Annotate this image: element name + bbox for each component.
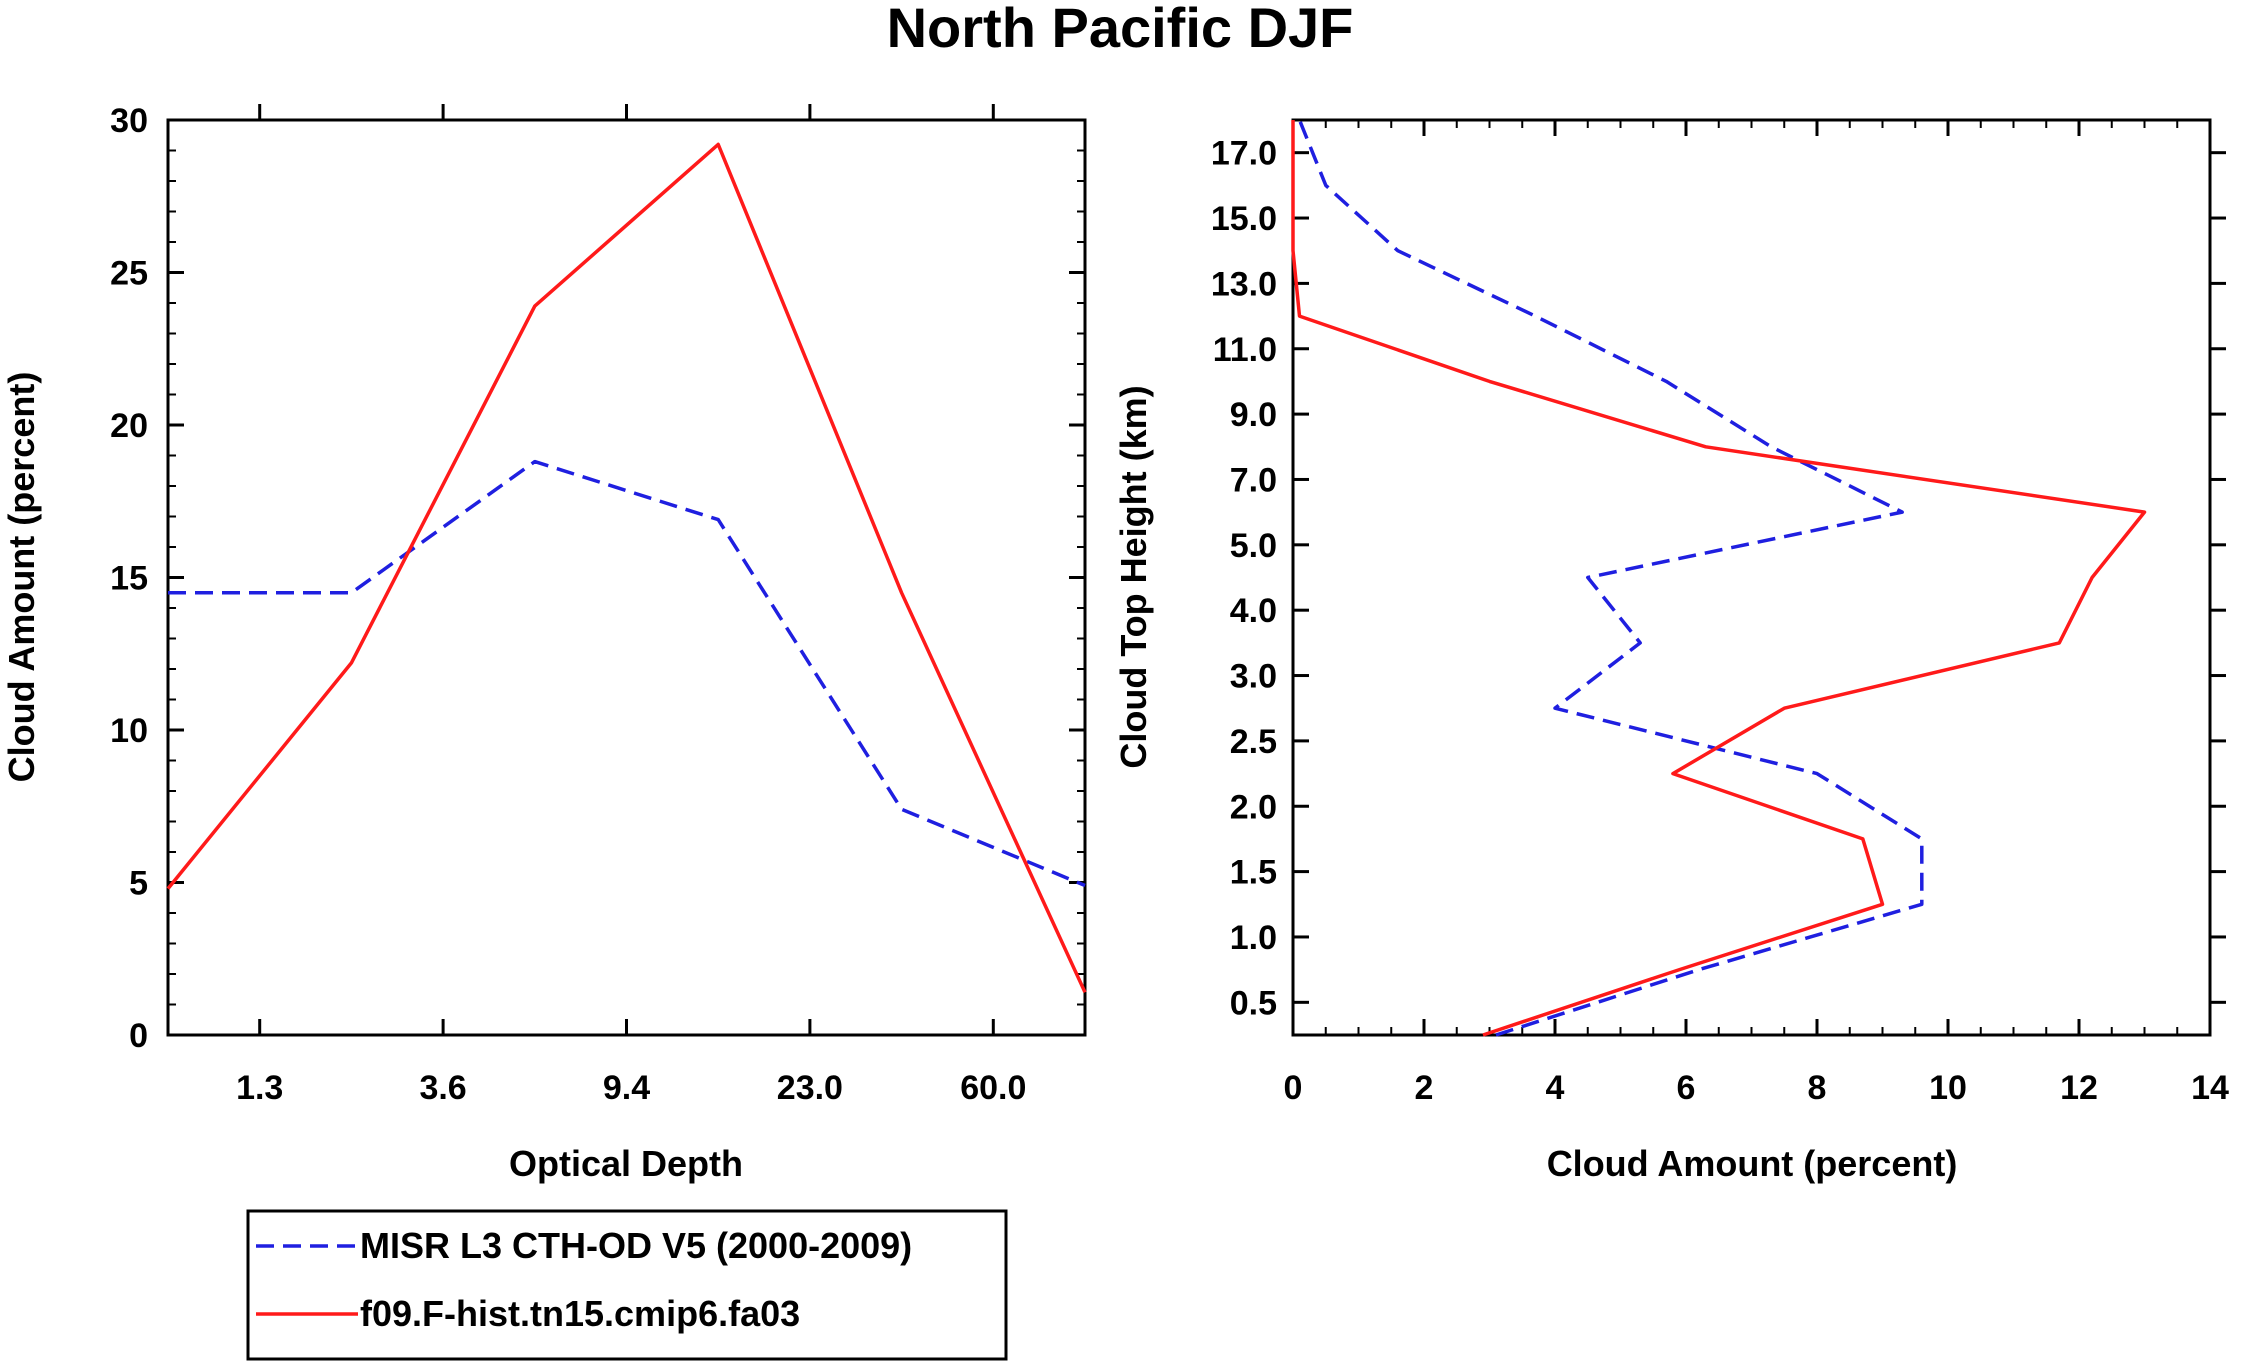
left-y-tick-label: 15 [110, 560, 148, 598]
right-y-tick-label: 17.0 [1211, 135, 1277, 173]
left-y-tick-label: 10 [110, 712, 148, 750]
left-x-tick-label: 3.6 [419, 1069, 466, 1107]
right-series [1291, 119, 2147, 1037]
left-x-axis-label: Optical Depth [509, 1143, 743, 1184]
left-y-tick-label: 25 [110, 255, 148, 293]
left-series [166, 142, 1087, 994]
legend-box [246, 1209, 1008, 1361]
left-y-tick-label: 20 [110, 407, 148, 445]
right-y-tick-label: 5.0 [1230, 527, 1277, 565]
right-plot-frame [1291, 118, 2212, 1037]
model-series-line [166, 142, 1087, 994]
legend-model-label: f09.F-hist.tn15.cmip6.fa03 [360, 1293, 800, 1334]
left-plot-frame [166, 118, 1087, 1037]
right-ticks: 0 2 4 6 8 10 12 14 0.5 1.0 1.5 2.0 2.5 3.0 4.0 5.0 7.0 9.… [1211, 120, 2229, 1107]
right-y-tick-label: 2.0 [1230, 788, 1277, 826]
right-x-tick-label: 10 [1929, 1069, 1967, 1107]
left-x-tick-label: 1.3 [236, 1069, 283, 1107]
left-y-tick-label: 30 [110, 102, 148, 140]
right-y-tick-label: 1.5 [1230, 854, 1277, 892]
right-y-tick-label: 0.5 [1230, 984, 1277, 1022]
right-y-tick-label: 7.0 [1230, 461, 1277, 499]
left-x-tick-label: 9.4 [603, 1069, 650, 1107]
right-y-tick-label: 4.0 [1230, 592, 1277, 630]
right-x-tick-label: 8 [1808, 1069, 1827, 1107]
left-y-tick-label: 0 [129, 1017, 148, 1055]
misr-profile-line [1297, 119, 1924, 1037]
left-y-axis-label: Cloud Amount (percent) [1, 372, 42, 783]
left-ticks: 0 5 10 15 20 25 30 1.3 3.6 9.4 23.0 60.0 [110, 102, 1085, 1107]
left-x-tick-label: 60.0 [960, 1069, 1026, 1107]
right-x-tick-label: 2 [1415, 1069, 1434, 1107]
legend-misr-label: MISR L3 CTH-OD V5 (2000-2009) [360, 1225, 912, 1266]
optical-depth-chart: 0 5 10 15 20 25 30 1.3 3.6 9.4 23.0 60.0 Optical De… [1, 102, 1087, 1184]
right-x-axis-label: Cloud Amount (percent) [1547, 1143, 1958, 1184]
right-y-tick-label: 2.5 [1230, 723, 1277, 761]
right-x-tick-label: 14 [2191, 1069, 2229, 1107]
model-profile-line [1291, 120, 2147, 1037]
left-x-tick-label: 23.0 [777, 1069, 843, 1107]
right-y-tick-label: 1.0 [1230, 919, 1277, 957]
left-y-tick-label: 5 [129, 865, 148, 903]
right-x-tick-label: 6 [1677, 1069, 1696, 1107]
right-y-tick-label: 3.0 [1230, 658, 1277, 696]
right-x-tick-label: 12 [2060, 1069, 2098, 1107]
right-y-tick-label: 9.0 [1230, 396, 1277, 434]
legend: MISR L3 CTH-OD V5 (2000-2009) f09.F-hist… [246, 1209, 1008, 1361]
cloud-height-chart: 0 2 4 6 8 10 12 14 0.5 1.0 1.5 2.0 2.5 3.0 4.0 5.0 7.0 9.… [1113, 118, 2229, 1184]
right-y-axis-label: Cloud Top Height (km) [1113, 385, 1154, 768]
figure-title: North Pacific DJF [887, 0, 1354, 59]
right-x-tick-label: 0 [1284, 1069, 1303, 1107]
right-y-tick-label: 15.0 [1211, 200, 1277, 238]
misr-series-line [168, 459, 1086, 888]
right-y-tick-label: 13.0 [1211, 265, 1277, 303]
right-y-tick-label: 11.0 [1213, 331, 1277, 369]
right-x-tick-label: 4 [1546, 1069, 1565, 1107]
